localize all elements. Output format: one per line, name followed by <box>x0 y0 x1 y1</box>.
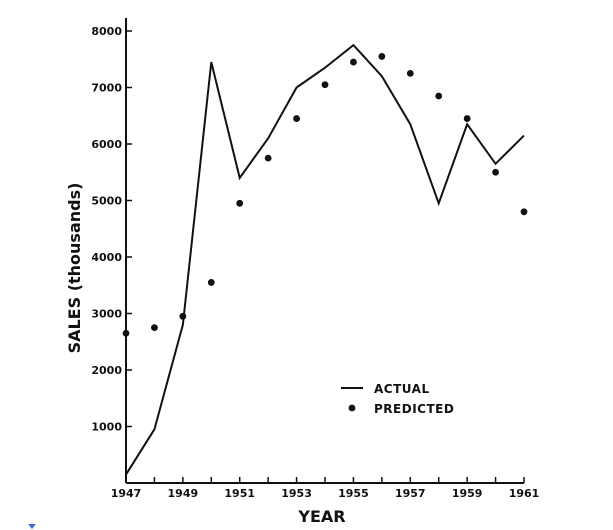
y-tick-label: 4000 <box>91 251 122 264</box>
predicted-data-point <box>350 58 357 66</box>
predicted-data-point <box>236 199 244 207</box>
predicted-data-point <box>492 168 499 176</box>
y-tick-label: 1000 <box>91 421 122 434</box>
y-tick-label: 8000 <box>91 25 122 38</box>
predicted-data-point <box>293 115 300 122</box>
y-tick-label: 5000 <box>91 195 122 208</box>
x-axis-title: YEAR <box>297 507 345 526</box>
y-tick-label: 3000 <box>91 308 122 321</box>
y-tick-label: 2000 <box>91 364 122 377</box>
legend-predicted-label: PREDICTED <box>374 402 454 416</box>
x-tick-label: 1951 <box>224 487 255 500</box>
x-tick-label: 1957 <box>395 487 426 500</box>
x-tick-label: 1947 <box>111 487 142 500</box>
predicted-data-point <box>463 115 471 122</box>
chart-legend: ACTUAL PREDICTED <box>341 382 454 416</box>
predicted-data-point <box>520 208 528 216</box>
predicted-data-point <box>406 69 414 77</box>
predicted-data-point <box>151 324 158 332</box>
x-tick-label: 1949 <box>168 487 199 500</box>
predicted-data-point <box>435 92 443 100</box>
y-axis-title: SALES (thousands) <box>65 183 84 354</box>
predicted-data-point <box>207 279 215 286</box>
predicted-data-point <box>264 154 272 162</box>
legend-actual-label: ACTUAL <box>374 382 430 396</box>
x-tick-label: 1959 <box>452 487 483 500</box>
y-axis-ticks: 1000 2000 3000 4000 5000 6000 7000 8000 <box>91 25 132 434</box>
y-tick-label: 6000 <box>91 138 122 151</box>
legend-predicted-point-swatch <box>348 404 356 412</box>
x-tick-label: 1953 <box>281 487 312 500</box>
y-tick-label: 7000 <box>91 82 122 95</box>
chevron-down-icon <box>28 524 36 529</box>
x-axis-ticks: 1947 1949 1951 1953 1955 1957 1959 1961 <box>111 477 540 500</box>
predicted-data-point <box>122 329 130 337</box>
actual-series-line <box>125 43 525 476</box>
predicted-data-point <box>179 312 187 320</box>
predicted-data-point <box>378 53 386 60</box>
plot-area <box>122 43 528 476</box>
x-tick-label: 1955 <box>338 487 369 500</box>
predicted-data-point <box>321 81 329 89</box>
x-tick-label: 1961 <box>509 487 540 500</box>
